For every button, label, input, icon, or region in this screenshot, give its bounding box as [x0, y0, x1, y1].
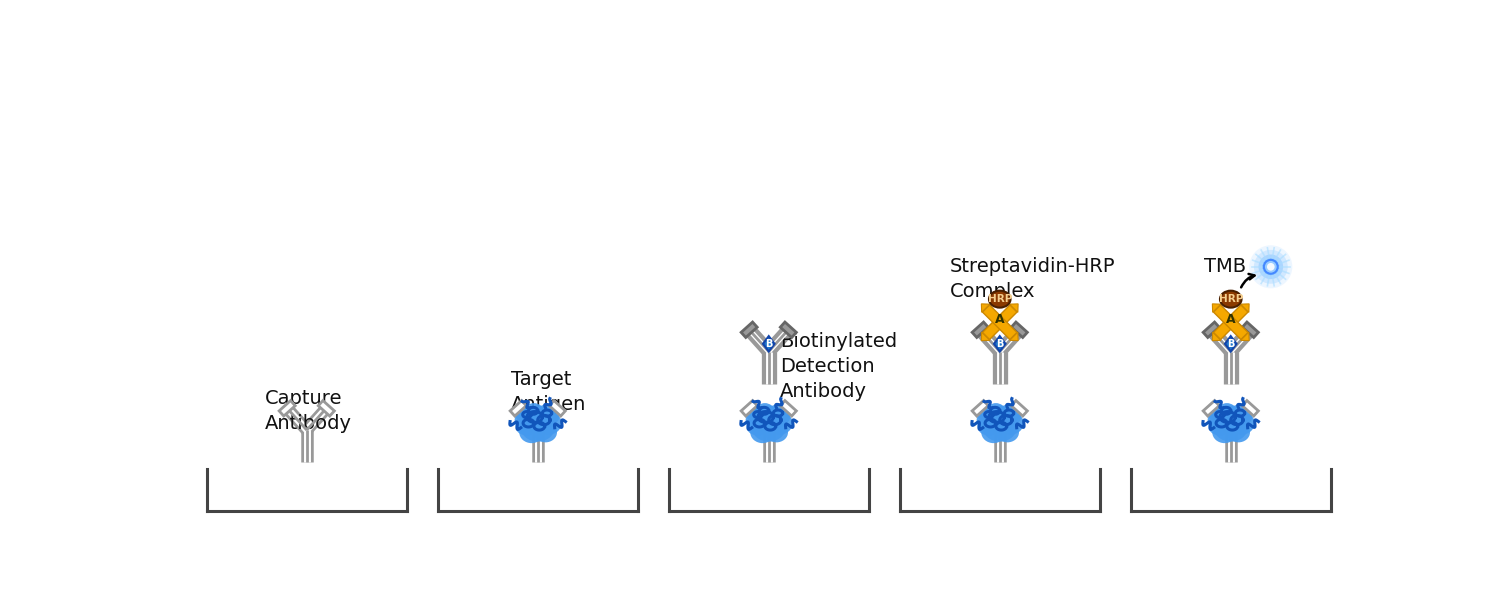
Ellipse shape — [525, 403, 543, 419]
Text: Biotinylated
Detection
Antibody: Biotinylated Detection Antibody — [780, 332, 897, 401]
Polygon shape — [1214, 305, 1248, 340]
Ellipse shape — [1220, 406, 1242, 424]
Ellipse shape — [526, 406, 549, 424]
Polygon shape — [972, 322, 988, 337]
Text: A: A — [994, 313, 1005, 326]
Text: B: B — [765, 339, 772, 349]
Ellipse shape — [1238, 410, 1252, 424]
Ellipse shape — [1212, 422, 1237, 443]
Ellipse shape — [747, 409, 764, 422]
Polygon shape — [1203, 322, 1219, 337]
Polygon shape — [982, 305, 1017, 340]
Polygon shape — [741, 322, 758, 337]
Polygon shape — [741, 401, 758, 416]
Ellipse shape — [747, 417, 768, 436]
Circle shape — [1268, 263, 1275, 271]
Polygon shape — [780, 322, 796, 337]
Polygon shape — [1214, 305, 1248, 340]
Ellipse shape — [514, 408, 543, 433]
Ellipse shape — [544, 410, 560, 424]
Circle shape — [1254, 250, 1287, 284]
Ellipse shape — [1220, 290, 1242, 308]
Ellipse shape — [996, 422, 1018, 442]
Ellipse shape — [1230, 404, 1246, 420]
Polygon shape — [780, 401, 796, 416]
Polygon shape — [1212, 332, 1221, 341]
Ellipse shape — [1209, 409, 1225, 422]
Circle shape — [1264, 260, 1278, 274]
Text: B: B — [996, 339, 1004, 349]
Ellipse shape — [1228, 412, 1254, 434]
Polygon shape — [1240, 332, 1250, 341]
Circle shape — [1263, 259, 1280, 275]
Ellipse shape — [758, 406, 780, 424]
Text: HRP: HRP — [987, 294, 1012, 304]
Circle shape — [1258, 254, 1282, 279]
Ellipse shape — [982, 414, 1017, 442]
Ellipse shape — [999, 404, 1016, 420]
Ellipse shape — [1227, 422, 1250, 442]
Ellipse shape — [534, 422, 556, 442]
Polygon shape — [994, 336, 1005, 352]
Ellipse shape — [516, 417, 537, 436]
Polygon shape — [318, 401, 334, 416]
Ellipse shape — [750, 422, 776, 443]
Ellipse shape — [537, 404, 554, 420]
Polygon shape — [1011, 401, 1028, 416]
Polygon shape — [1010, 304, 1019, 313]
Ellipse shape — [768, 404, 784, 420]
Ellipse shape — [987, 403, 1005, 419]
Ellipse shape — [776, 410, 790, 424]
Ellipse shape — [520, 414, 555, 442]
Ellipse shape — [516, 409, 532, 422]
Polygon shape — [549, 401, 566, 416]
Ellipse shape — [766, 412, 792, 434]
Polygon shape — [1242, 401, 1258, 416]
Polygon shape — [1226, 336, 1236, 352]
Text: HRP: HRP — [1218, 294, 1243, 304]
Ellipse shape — [536, 412, 561, 434]
Circle shape — [1250, 245, 1293, 289]
Ellipse shape — [756, 403, 774, 419]
Polygon shape — [510, 401, 526, 416]
Ellipse shape — [1218, 403, 1236, 419]
Ellipse shape — [988, 406, 1011, 424]
Text: Capture
Antibody: Capture Antibody — [264, 389, 351, 433]
Ellipse shape — [978, 417, 999, 436]
Ellipse shape — [765, 422, 788, 442]
Polygon shape — [1203, 401, 1219, 416]
Polygon shape — [279, 401, 296, 416]
Ellipse shape — [976, 408, 1005, 433]
Polygon shape — [982, 305, 1017, 340]
Text: Streptavidin-HRP
Complex: Streptavidin-HRP Complex — [950, 257, 1114, 301]
Polygon shape — [1010, 332, 1019, 341]
Text: Target
Antigen: Target Antigen — [512, 370, 586, 414]
Ellipse shape — [752, 414, 786, 442]
Ellipse shape — [519, 422, 544, 443]
Polygon shape — [1242, 322, 1258, 337]
Text: TMB: TMB — [1204, 257, 1246, 276]
Text: A: A — [1226, 313, 1236, 326]
Ellipse shape — [1208, 408, 1236, 433]
Polygon shape — [764, 336, 774, 352]
Ellipse shape — [981, 422, 1006, 443]
Ellipse shape — [978, 409, 994, 422]
Polygon shape — [981, 304, 990, 313]
Ellipse shape — [746, 408, 774, 433]
Polygon shape — [1240, 304, 1250, 313]
Text: B: B — [1227, 339, 1234, 349]
Ellipse shape — [998, 412, 1023, 434]
Polygon shape — [1212, 304, 1221, 313]
Ellipse shape — [1209, 417, 1230, 436]
Polygon shape — [1011, 322, 1028, 337]
Ellipse shape — [1007, 410, 1022, 424]
Ellipse shape — [1214, 414, 1248, 442]
Ellipse shape — [988, 290, 1011, 308]
Polygon shape — [981, 332, 990, 341]
Polygon shape — [972, 401, 988, 416]
